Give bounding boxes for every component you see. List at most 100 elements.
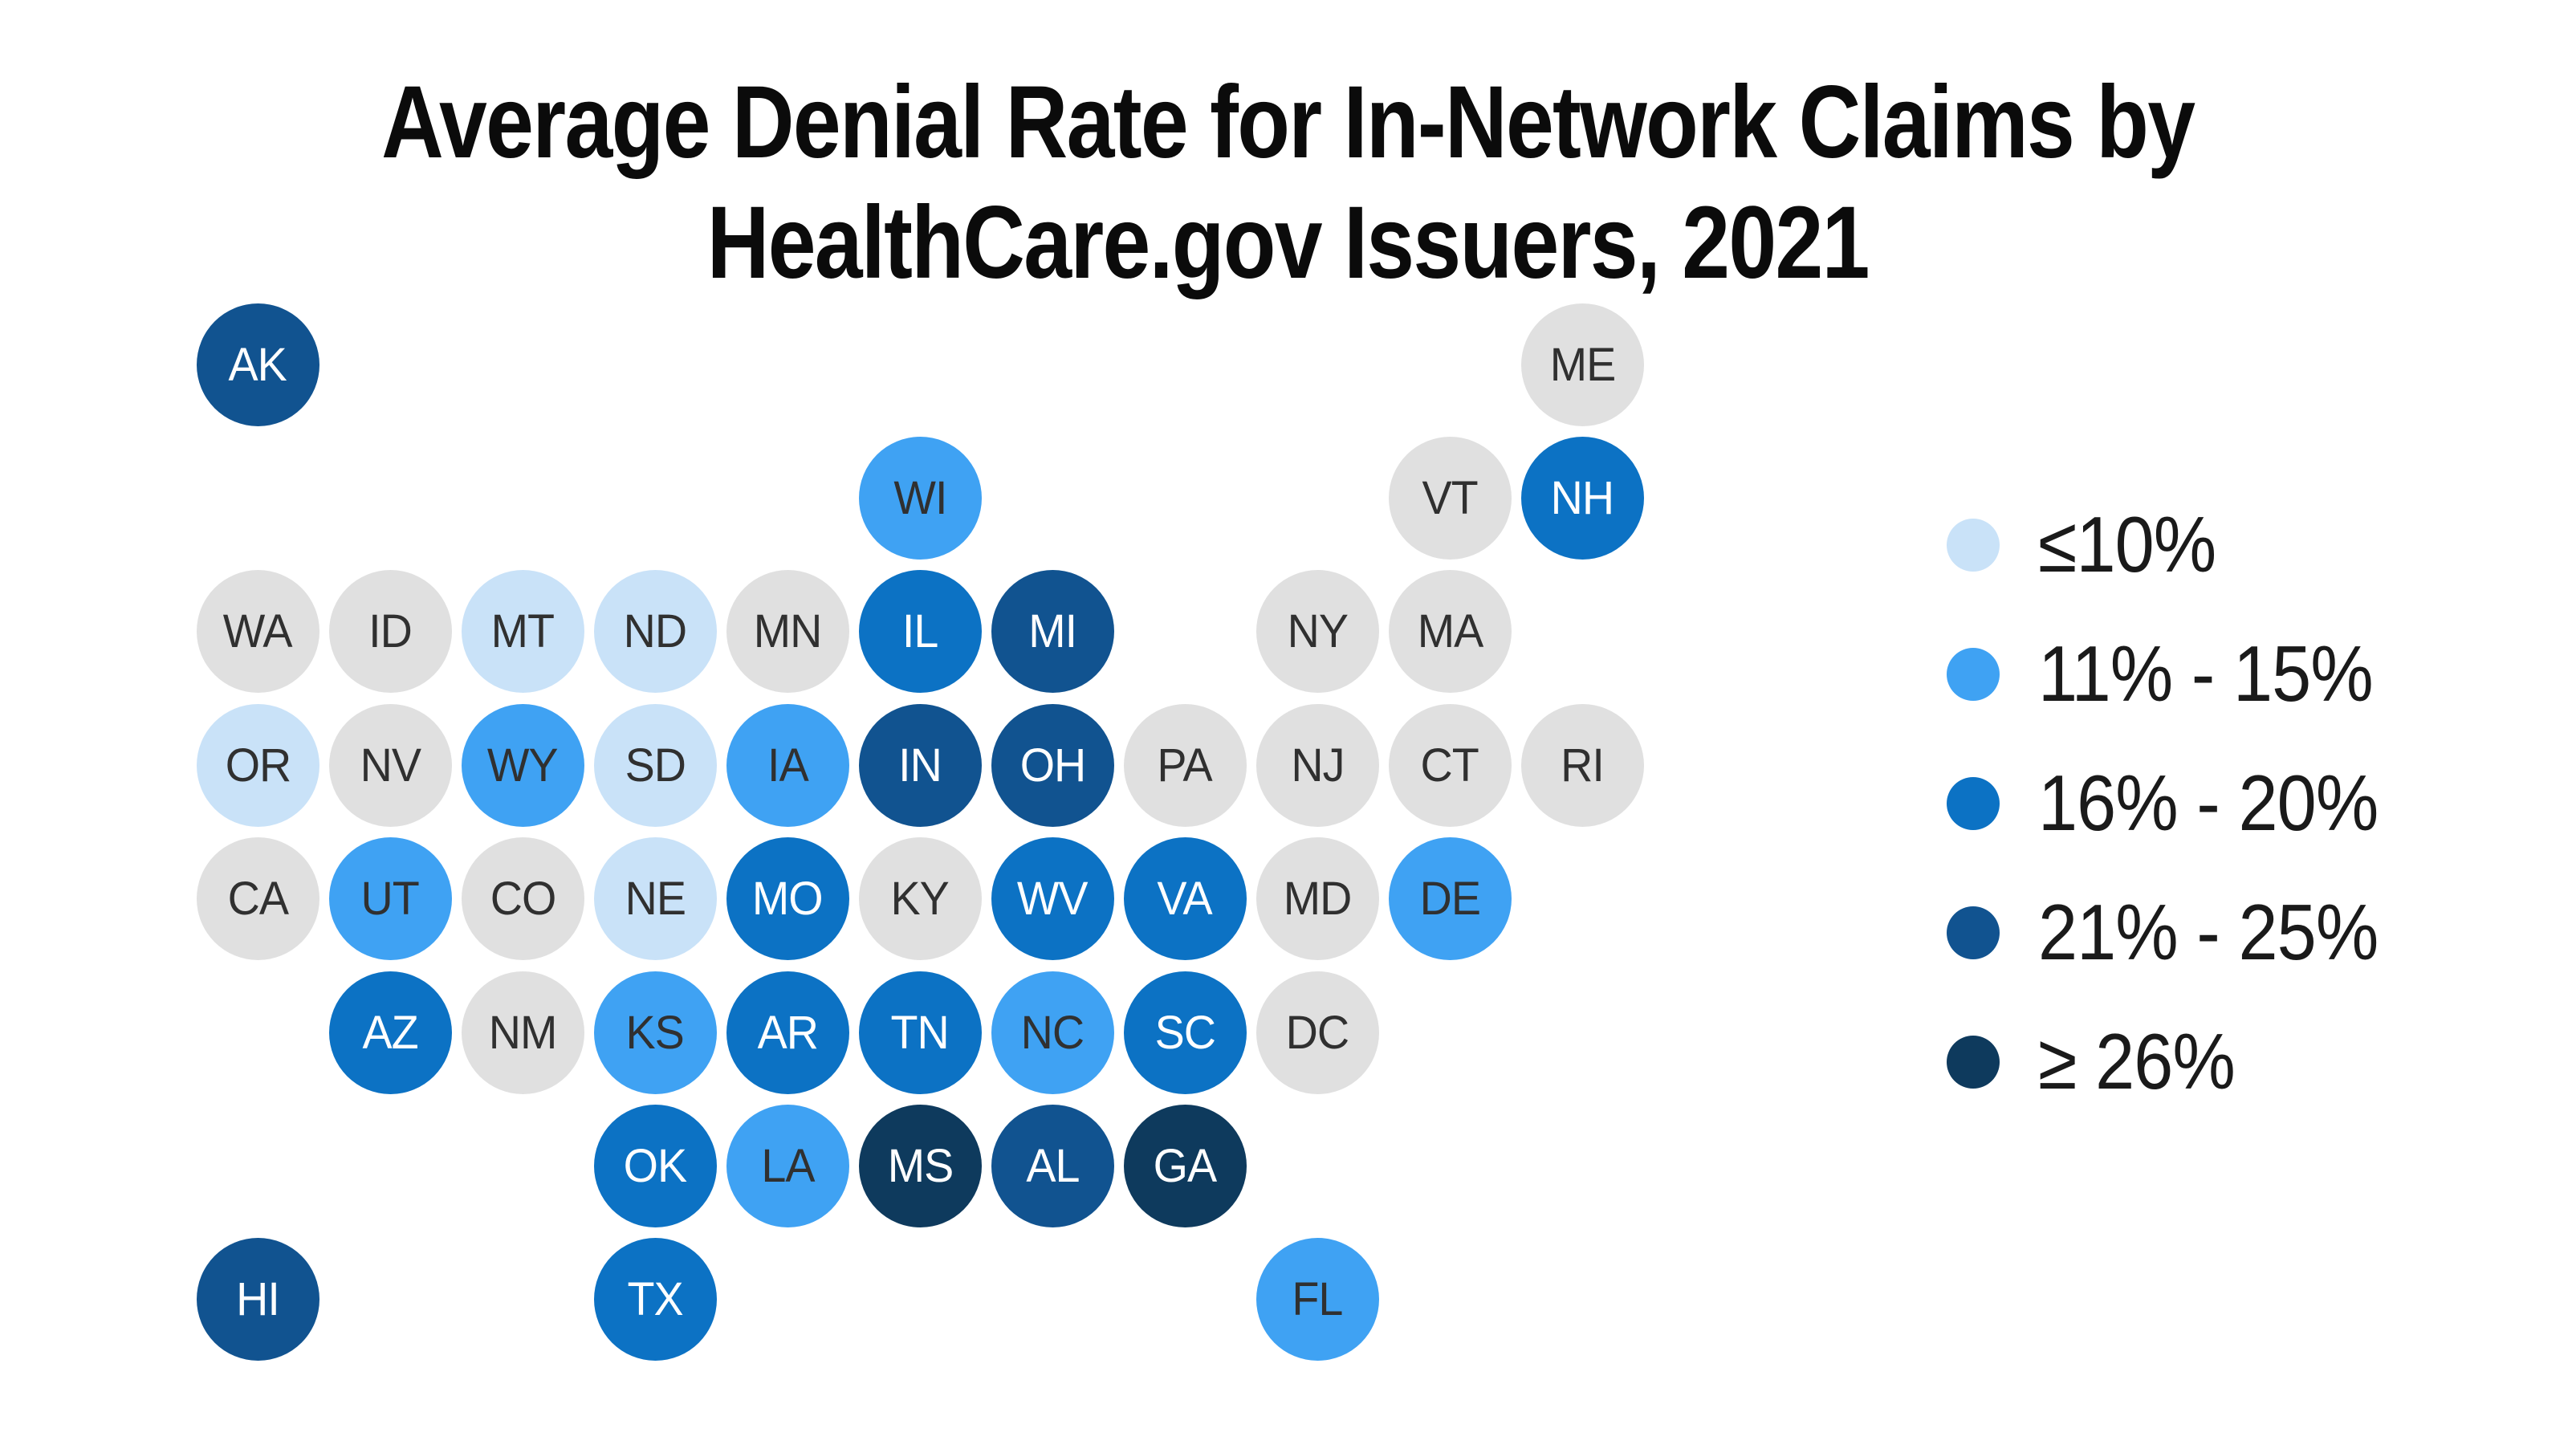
legend-item-1: 11% - 15% — [1947, 609, 2415, 739]
state-tile-nd: ND — [593, 570, 717, 694]
state-label: AK — [228, 338, 287, 391]
legend-color-dot — [1947, 1035, 2000, 1089]
state-tile-ky: KY — [858, 837, 982, 961]
legend-label: 11% - 15% — [2038, 629, 2374, 718]
state-tile-de: DE — [1388, 837, 1512, 961]
state-label: MN — [753, 605, 823, 658]
state-label: CT — [1420, 739, 1479, 792]
state-tile-pa: PA — [1123, 703, 1247, 827]
state-label: UT — [360, 873, 420, 926]
state-tile-nm: NM — [461, 971, 584, 1094]
state-label: OH — [1019, 739, 1086, 792]
state-tile-ia: IA — [726, 703, 849, 827]
state-tile-tn: TN — [858, 971, 982, 1094]
state-label: HI — [236, 1273, 280, 1326]
legend-item-2: 16% - 20% — [1947, 739, 2415, 868]
state-label: MD — [1283, 873, 1353, 926]
state-label: ID — [368, 605, 413, 658]
state-tile-wv: WV — [991, 837, 1114, 961]
state-label: KY — [890, 873, 950, 926]
state-label: VA — [1157, 873, 1213, 926]
state-label: NV — [360, 739, 421, 792]
state-label: CA — [227, 873, 288, 926]
state-label: KS — [625, 1006, 685, 1059]
state-label: MI — [1028, 605, 1077, 658]
state-tile-mn: MN — [726, 570, 849, 694]
state-label: RI — [1561, 739, 1605, 792]
state-tile-ar: AR — [726, 971, 849, 1094]
state-tile-ga: GA — [1123, 1104, 1247, 1227]
state-label: DE — [1419, 873, 1480, 926]
state-label: IA — [767, 739, 809, 792]
state-tile-fl: FL — [1255, 1238, 1379, 1362]
state-tile-va: VA — [1123, 837, 1247, 961]
state-tile-ut: UT — [328, 837, 452, 961]
state-label: CO — [490, 873, 556, 926]
chart-title-text: Average Denial Rate for In-Network Claim… — [381, 63, 2196, 303]
state-tile-vt: VT — [1388, 436, 1512, 560]
legend-color-dot — [1947, 906, 2000, 959]
state-label: IL — [901, 605, 938, 658]
state-tile-mt: MT — [461, 570, 584, 694]
state-label: FL — [1292, 1273, 1343, 1326]
state-label: NM — [488, 1006, 558, 1059]
state-tile-in: IN — [858, 703, 982, 827]
state-label: TN — [890, 1006, 950, 1059]
state-tile-nc: NC — [991, 971, 1114, 1094]
state-tile-dc: DC — [1255, 971, 1379, 1094]
state-label: MO — [752, 873, 824, 926]
state-label: NE — [625, 873, 686, 926]
state-tile-nj: NJ — [1255, 703, 1379, 827]
state-tile-co: CO — [461, 837, 584, 961]
legend-label: ≥ 26% — [2038, 1017, 2236, 1105]
state-tile-ma: MA — [1388, 570, 1512, 694]
legend-color-dot — [1947, 647, 2000, 701]
state-tile-ok: OK — [593, 1104, 717, 1227]
state-label: MA — [1417, 605, 1483, 658]
state-tile-ri: RI — [1520, 703, 1644, 827]
state-label: GA — [1153, 1139, 1217, 1192]
state-tile-mi: MI — [991, 570, 1114, 694]
state-tile-wa: WA — [196, 570, 319, 694]
legend-label: ≤10% — [2038, 500, 2216, 588]
chart-title: Average Denial Rate for In-Network Claim… — [0, 63, 2576, 303]
state-tile-al: AL — [991, 1104, 1114, 1227]
state-label: NY — [1287, 605, 1348, 658]
state-tile-wy: WY — [461, 703, 584, 827]
state-label: OK — [623, 1139, 687, 1192]
legend-item-4: ≥ 26% — [1947, 997, 2415, 1126]
state-tile-az: AZ — [328, 971, 452, 1094]
state-label: AR — [757, 1006, 818, 1059]
state-tile-or: OR — [196, 703, 319, 827]
state-tile-hi: HI — [196, 1238, 319, 1362]
state-label: WI — [893, 471, 947, 524]
state-label: ME — [1549, 338, 1616, 391]
state-tile-id: ID — [328, 570, 452, 694]
state-label: PA — [1157, 739, 1213, 792]
legend-item-0: ≤10% — [1947, 480, 2415, 609]
state-tile-wi: WI — [858, 436, 982, 560]
state-tile-mo: MO — [726, 837, 849, 961]
state-label: WA — [223, 605, 293, 658]
state-tile-ny: NY — [1255, 570, 1379, 694]
state-tile-me: ME — [1520, 303, 1644, 426]
chart-title-line2: HealthCare.gov Issuers, 2021 — [706, 185, 1870, 300]
state-label: AZ — [362, 1006, 418, 1059]
legend-color-dot — [1947, 776, 2000, 830]
legend: ≤10% 11% - 15% 16% - 20% 21% - 25% ≥ 26% — [1947, 480, 2415, 1126]
state-tile-nh: NH — [1520, 436, 1644, 560]
state-tile-ct: CT — [1388, 703, 1512, 827]
state-tile-ks: KS — [593, 971, 717, 1094]
chart-title-line1: Average Denial Rate for In-Network Claim… — [381, 65, 2196, 180]
state-tile-ne: NE — [593, 837, 717, 961]
state-label: IN — [898, 739, 942, 792]
state-label: NC — [1020, 1006, 1085, 1059]
state-label: AL — [1025, 1139, 1080, 1192]
legend-label: 16% - 20% — [2038, 759, 2379, 847]
state-tile-nv: NV — [328, 703, 452, 827]
state-label: SC — [1154, 1006, 1215, 1059]
state-label: DC — [1285, 1006, 1349, 1059]
state-label: LA — [760, 1139, 815, 1192]
